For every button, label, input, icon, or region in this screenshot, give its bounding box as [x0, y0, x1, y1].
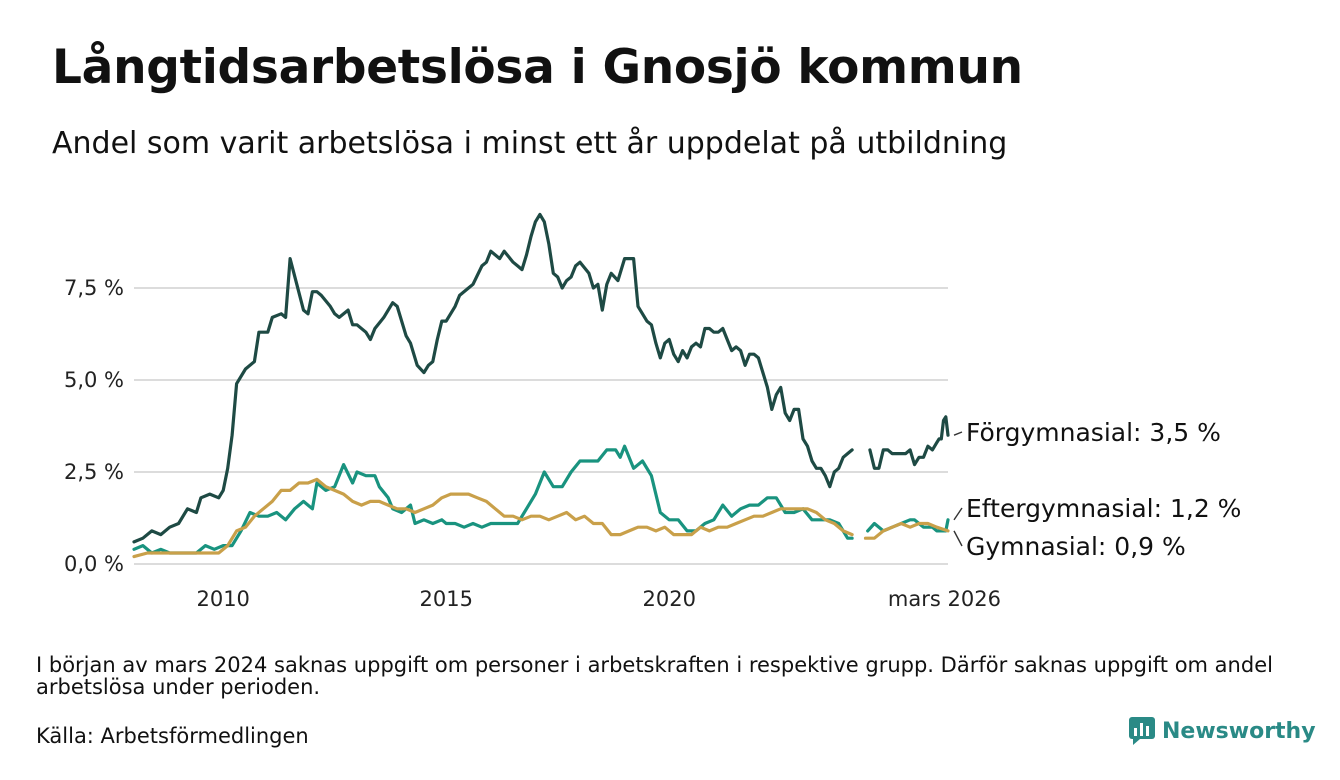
x-tick-label: 2010	[196, 587, 249, 611]
series-line-gymnasial	[132, 477, 950, 559]
end-label-gymnasial: Gymnasial: 0,9 %	[966, 532, 1186, 561]
source-credit: Källa: Arbetsförmedlingen	[36, 724, 309, 748]
y-tick-label: 0,0 %	[64, 552, 124, 576]
x-tick-label: 2020	[643, 587, 696, 611]
label-leader-eftergymnasial	[953, 507, 963, 521]
x-tick-label: mars 2026	[888, 587, 1001, 611]
brand-logo: Newsworthy	[1128, 716, 1316, 746]
chart-title: Långtidsarbetslösa i Gnosjö kommun	[52, 40, 1023, 95]
y-tick-label: 5,0 %	[64, 368, 124, 392]
chart-subtitle: Andel som varit arbetslösa i minst ett å…	[52, 126, 1008, 161]
y-axis-ticks: 0,0 % 2,5 % 5,0 % 7,5 %	[64, 276, 124, 576]
x-tick-label: 2015	[419, 587, 472, 611]
brand-name: Newsworthy	[1162, 718, 1316, 744]
series-line-eftergymnasial	[132, 444, 950, 555]
end-labels: Förgymnasial: 3,5 % Eftergymnasial: 1,2 %…	[953, 418, 1241, 561]
series-line-förgymnasial	[132, 212, 950, 544]
y-tick-label: 7,5 %	[64, 276, 124, 300]
y-tick-label: 2,5 %	[64, 460, 124, 484]
footnote: I början av mars 2024 saknas uppgift om …	[36, 653, 1273, 699]
chart-bubble-icon	[1129, 717, 1155, 745]
gridlines	[134, 287, 948, 565]
line-chart: 0,0 % 2,5 % 5,0 % 7,5 % 2010 2015 2020 mars 20…	[64, 212, 1241, 611]
end-label-eftergymnasial: Eftergymnasial: 1,2 %	[966, 494, 1241, 523]
label-leader-förgymnasial	[953, 431, 963, 436]
label-leader-gymnasial	[953, 530, 963, 547]
series-lines	[132, 212, 950, 559]
x-axis-ticks: 2010 2015 2020 mars 2026	[196, 587, 1000, 611]
end-label-förgymnasial: Förgymnasial: 3,5 %	[966, 418, 1221, 447]
